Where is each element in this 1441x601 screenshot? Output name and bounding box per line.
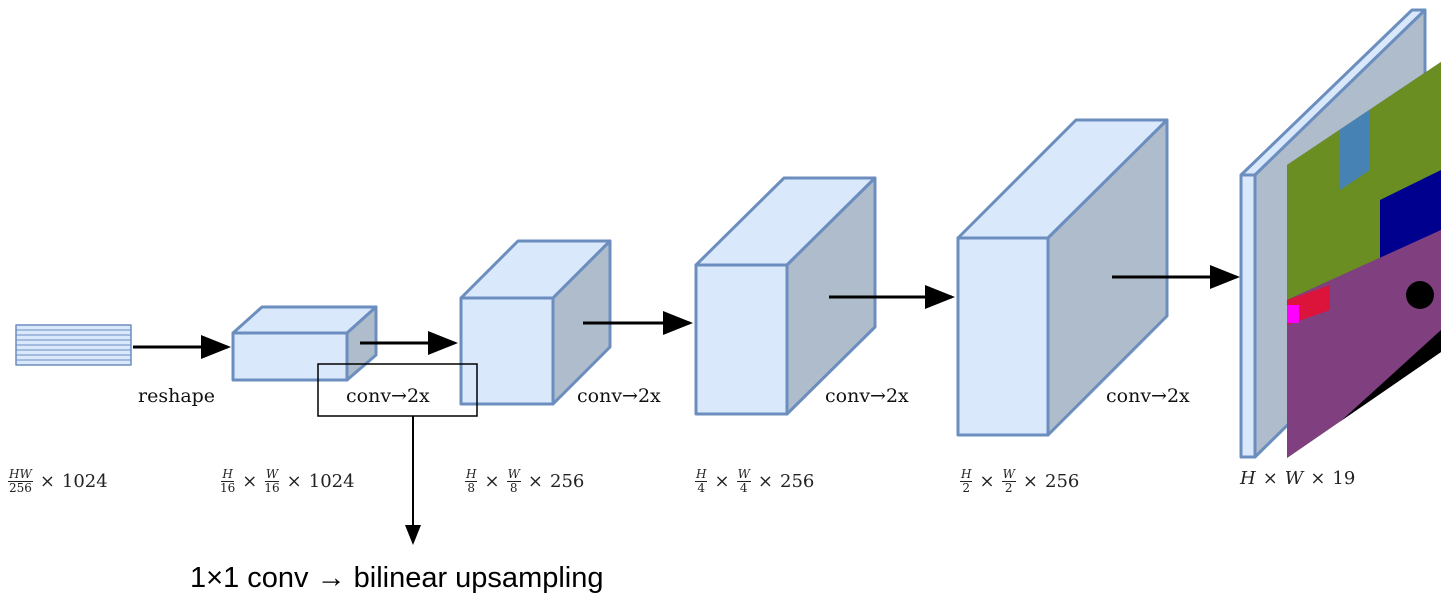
dim-token: W xyxy=(1285,468,1304,489)
dim-token: 1024 xyxy=(62,471,108,492)
denominator: 2 xyxy=(1005,482,1013,495)
numerator: H xyxy=(465,468,477,482)
numerator: W xyxy=(737,468,751,482)
conv-label: conv→2x xyxy=(1106,385,1190,407)
numerator: H xyxy=(960,468,972,482)
dim-token: × xyxy=(714,471,729,492)
dim-token: × xyxy=(1310,468,1325,489)
conv-label: conv→2x xyxy=(346,385,430,407)
diagram: reshape conv→2x conv→2x conv→2x conv→2x … xyxy=(0,0,1441,601)
denominator: 2 xyxy=(962,482,970,495)
denominator: 16 xyxy=(220,482,235,495)
denominator: 16 xyxy=(264,482,279,495)
numerator: H xyxy=(695,468,707,482)
dim-token: × xyxy=(484,471,499,492)
denominator: 256 xyxy=(9,482,32,495)
dim-token: 256 xyxy=(550,471,584,492)
dim-token: 256 xyxy=(780,471,814,492)
denominator: 8 xyxy=(510,482,518,495)
denominator: 4 xyxy=(697,482,705,495)
reshape-label: reshape xyxy=(138,385,215,407)
input-tokens xyxy=(16,325,131,365)
dim-token: × xyxy=(758,471,773,492)
denominator: 8 xyxy=(467,482,475,495)
conv-label: conv→2x xyxy=(577,385,661,407)
conv-label: conv→2x xyxy=(825,385,909,407)
dim-token: × xyxy=(40,471,55,492)
dim-token: × xyxy=(1263,468,1278,489)
numerator: H xyxy=(221,468,233,482)
denominator: 4 xyxy=(740,482,748,495)
feature-maps xyxy=(16,10,1425,457)
dim-token: 19 xyxy=(1332,468,1355,489)
dim-token: 1024 xyxy=(309,471,355,492)
dim-token: × xyxy=(528,471,543,492)
numerator: W xyxy=(265,468,279,482)
network-drawing xyxy=(0,0,1441,601)
dimension-label: H × W × 19 xyxy=(1240,468,1355,489)
dim-token: × xyxy=(1023,471,1038,492)
numerator: HW xyxy=(8,468,33,482)
dim-token: × xyxy=(242,471,257,492)
dim-token: × xyxy=(979,471,994,492)
dim-token: H xyxy=(1240,468,1256,489)
numerator: W xyxy=(507,468,521,482)
caption: 1×1 conv → bilinear upsampling xyxy=(190,562,604,595)
numerator: W xyxy=(1002,468,1016,482)
dim-token: 256 xyxy=(1045,471,1079,492)
dim-token: × xyxy=(287,471,302,492)
